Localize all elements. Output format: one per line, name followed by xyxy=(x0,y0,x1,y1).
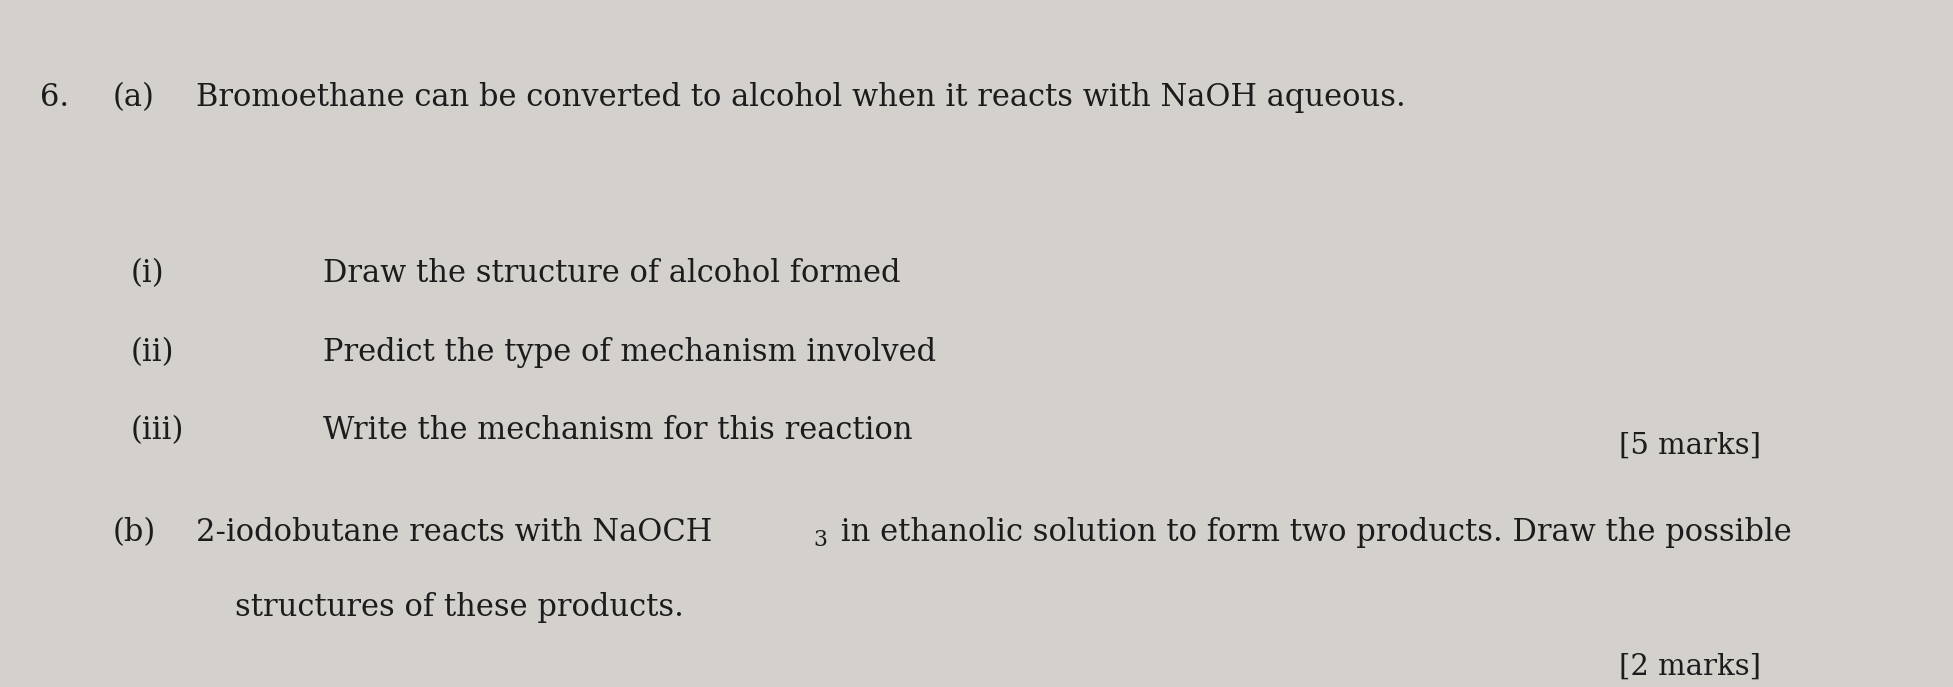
Text: (iii): (iii) xyxy=(131,415,184,446)
Text: Bromoethane can be converted to alcohol when it reacts with NaOH aqueous.: Bromoethane can be converted to alcohol … xyxy=(195,82,1406,113)
Text: Write the mechanism for this reaction: Write the mechanism for this reaction xyxy=(322,415,912,446)
Text: [5 marks]: [5 marks] xyxy=(1619,432,1762,460)
Text: 6.: 6. xyxy=(39,82,68,113)
Text: [2 marks]: [2 marks] xyxy=(1619,653,1762,681)
Text: (a): (a) xyxy=(113,82,154,113)
Text: 3: 3 xyxy=(814,529,828,551)
Text: (ii): (ii) xyxy=(131,337,174,368)
Text: Predict the type of mechanism involved: Predict the type of mechanism involved xyxy=(322,337,935,368)
Text: (i): (i) xyxy=(131,258,164,289)
Text: 2-iodobutane reacts with NaOCH: 2-iodobutane reacts with NaOCH xyxy=(195,517,713,548)
Text: in ethanolic solution to form two products. Draw the possible: in ethanolic solution to form two produc… xyxy=(830,517,1791,548)
Text: (b): (b) xyxy=(113,517,156,548)
Text: Draw the structure of alcohol formed: Draw the structure of alcohol formed xyxy=(322,258,900,289)
Text: structures of these products.: structures of these products. xyxy=(195,592,684,622)
